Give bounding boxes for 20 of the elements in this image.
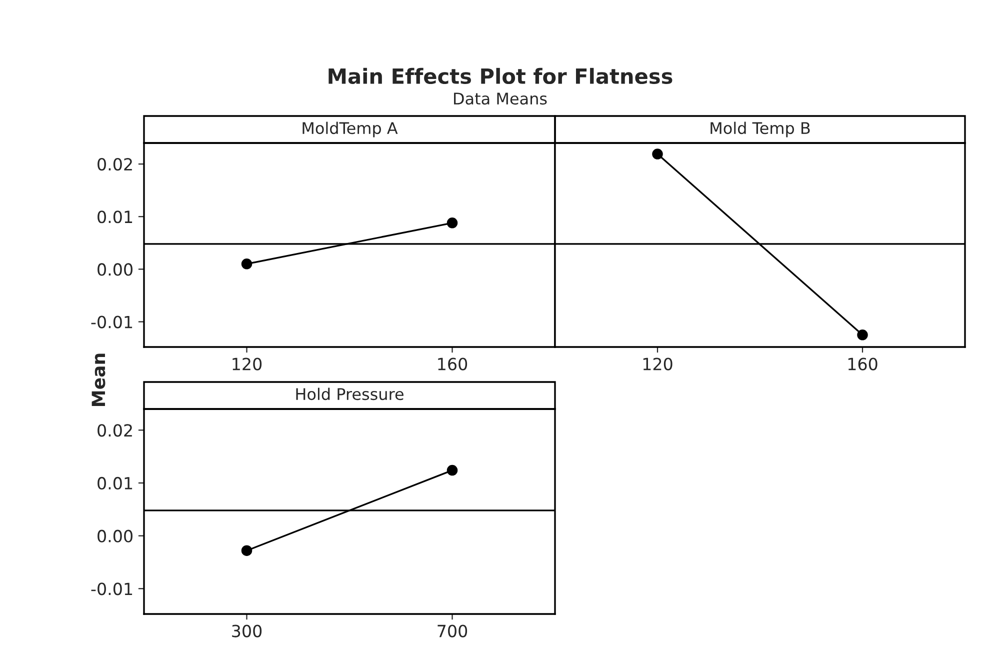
x-tick-label: 160 (848, 358, 878, 370)
x-tick-label: 700 (438, 624, 468, 638)
y-axis-title: Mean (92, 354, 106, 406)
y-tick-label: 0.02 (98, 424, 132, 437)
x-tick-label: 120 (232, 358, 262, 370)
y-tick-label: 0.01 (98, 476, 132, 490)
chart-title: MoldTemp A (302, 122, 398, 138)
y-tick-label: 0.00 (98, 263, 132, 276)
text: Data Means (454, 92, 547, 105)
chart-title: Hold Pressure (296, 388, 404, 400)
x-tick-label: 120 (643, 358, 672, 370)
x-tick-label: 160 (438, 358, 468, 370)
y-tick-label: 0.01 (98, 210, 132, 224)
y-tick-label: -0.01 (91, 582, 132, 596)
chart-title: Mold Temp B (710, 122, 810, 138)
x-tick-label: 300 (232, 624, 262, 638)
text: Main Effects Plot for Flatness (328, 68, 672, 84)
y-tick-label: 0.02 (98, 158, 132, 171)
y-tick-label: -0.01 (91, 316, 132, 328)
y-tick-label: 0.00 (98, 530, 132, 542)
